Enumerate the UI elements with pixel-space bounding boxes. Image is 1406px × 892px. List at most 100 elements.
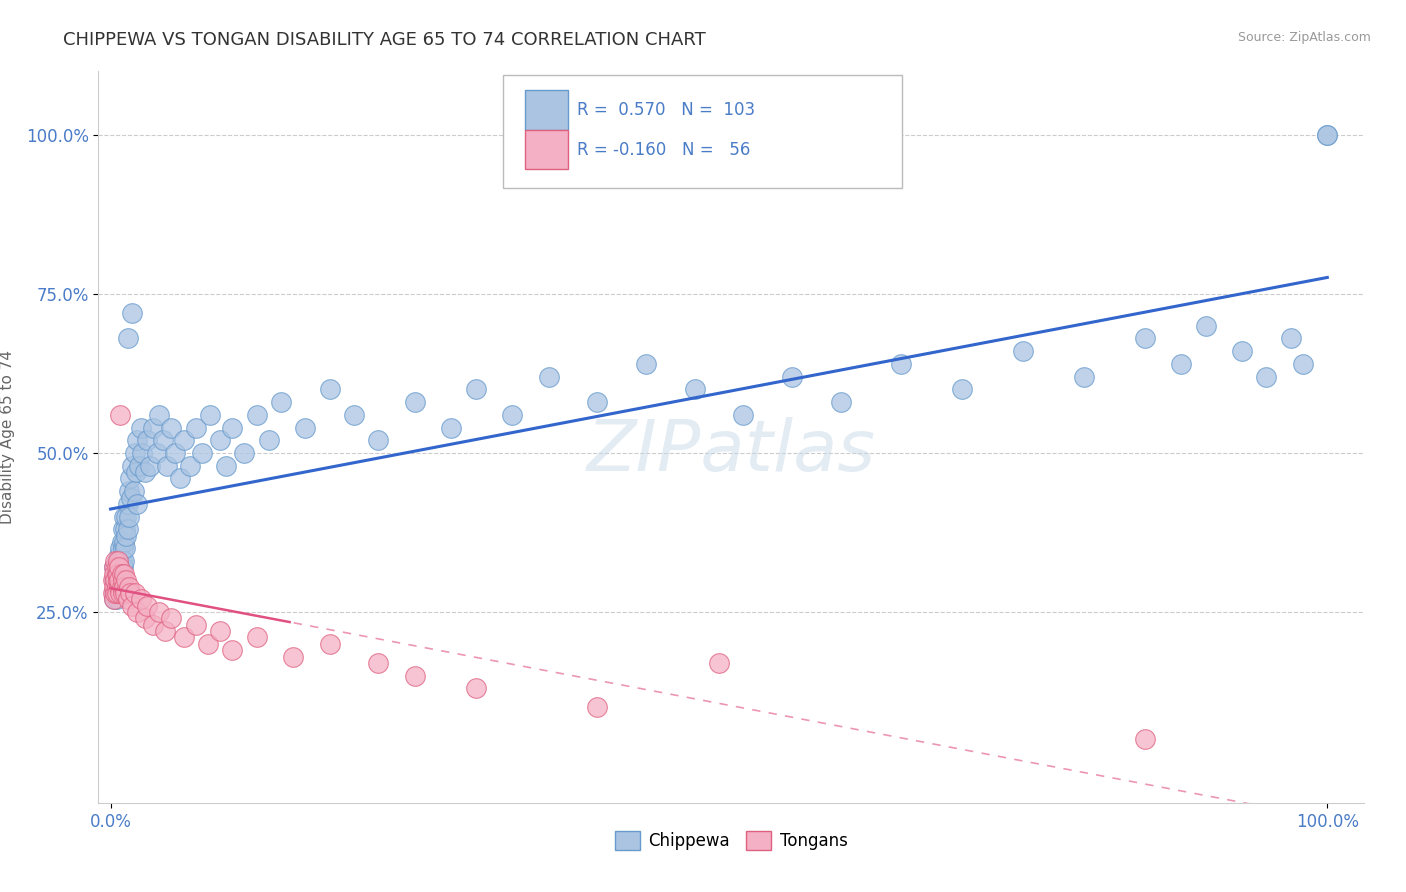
Point — [103, 566, 125, 581]
Point — [707, 656, 730, 670]
Point — [169, 471, 191, 485]
Point — [318, 637, 340, 651]
Point — [1316, 128, 1339, 142]
Point — [117, 331, 139, 345]
Point — [118, 484, 141, 499]
Point — [103, 586, 125, 600]
Point — [404, 395, 426, 409]
Point — [367, 656, 389, 670]
Point — [117, 497, 139, 511]
Point — [134, 465, 156, 479]
Point — [108, 560, 131, 574]
Point — [209, 624, 232, 638]
Point — [107, 566, 129, 581]
Point — [105, 586, 128, 600]
Point — [121, 599, 143, 613]
Point — [160, 611, 183, 625]
Point — [105, 586, 128, 600]
Point — [103, 592, 125, 607]
Point — [131, 446, 153, 460]
Point — [110, 560, 132, 574]
Point — [367, 434, 389, 448]
Text: ZIPatlas: ZIPatlas — [586, 417, 876, 486]
Point — [128, 458, 150, 473]
Point — [404, 668, 426, 682]
Point — [318, 383, 340, 397]
Point — [118, 580, 141, 594]
Point — [117, 592, 139, 607]
Point — [112, 535, 135, 549]
Point — [200, 408, 222, 422]
Point — [127, 605, 149, 619]
Point — [105, 554, 128, 568]
Point — [1170, 357, 1192, 371]
Point — [112, 580, 135, 594]
Point — [1133, 331, 1156, 345]
Point — [110, 408, 132, 422]
Y-axis label: Disability Age 65 to 74: Disability Age 65 to 74 — [0, 350, 14, 524]
Point — [112, 509, 135, 524]
Point — [122, 484, 145, 499]
Point — [950, 383, 973, 397]
Point — [104, 566, 127, 581]
Point — [110, 586, 132, 600]
FancyBboxPatch shape — [503, 75, 903, 188]
Point — [108, 580, 131, 594]
Point — [105, 566, 128, 581]
Point — [120, 491, 142, 505]
Point — [110, 580, 132, 594]
Point — [142, 617, 165, 632]
Point — [105, 566, 128, 581]
Point — [105, 592, 128, 607]
Point — [179, 458, 201, 473]
Point — [1133, 732, 1156, 747]
Point — [124, 446, 146, 460]
Point — [155, 458, 177, 473]
Point — [830, 395, 852, 409]
Point — [121, 458, 143, 473]
Point — [103, 592, 125, 607]
Point — [112, 554, 135, 568]
Point — [173, 434, 195, 448]
Point — [108, 566, 131, 581]
Point — [245, 631, 267, 645]
Point — [501, 408, 523, 422]
Point — [104, 580, 127, 594]
Point — [121, 306, 143, 320]
Point — [586, 395, 609, 409]
Point — [257, 434, 280, 448]
Point — [184, 617, 207, 632]
Point — [780, 369, 803, 384]
Point — [209, 434, 232, 448]
Point — [114, 522, 136, 536]
Point — [105, 560, 128, 574]
Point — [152, 434, 174, 448]
Point — [634, 357, 657, 371]
Point — [111, 541, 134, 556]
Point — [125, 465, 148, 479]
Point — [733, 408, 755, 422]
Point — [110, 573, 132, 587]
Point — [107, 586, 129, 600]
Point — [197, 637, 219, 651]
Point — [108, 580, 131, 594]
Point — [115, 509, 138, 524]
Point — [112, 566, 135, 581]
Point — [104, 586, 127, 600]
Point — [111, 522, 134, 536]
Point — [120, 471, 141, 485]
Point — [110, 535, 132, 549]
Point — [111, 560, 134, 574]
Point — [110, 541, 132, 556]
Point — [110, 566, 132, 581]
Legend: Chippewa, Tongans: Chippewa, Tongans — [607, 824, 855, 856]
Point — [103, 580, 125, 594]
Point — [107, 573, 129, 587]
Point — [281, 649, 304, 664]
Point — [108, 573, 131, 587]
Point — [1194, 318, 1216, 333]
Point — [221, 643, 243, 657]
Point — [117, 522, 139, 536]
Point — [155, 624, 177, 638]
Point — [107, 560, 129, 574]
